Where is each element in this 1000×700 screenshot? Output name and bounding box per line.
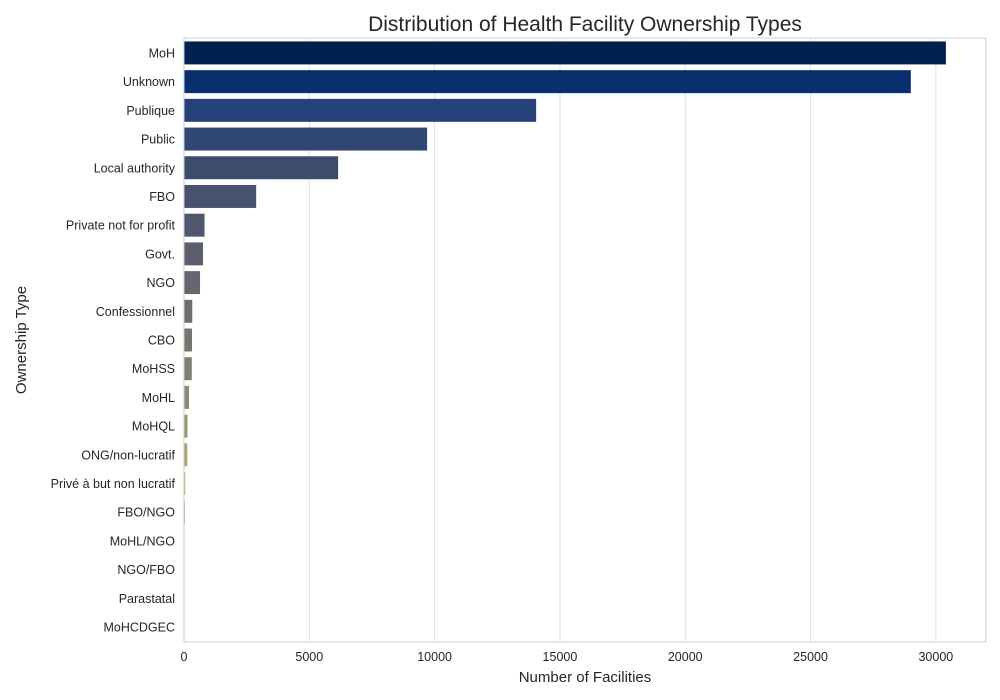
y-tick-label: Confessionnel [96, 305, 175, 319]
y-tick-label: Parastatal [119, 592, 175, 606]
bar [184, 385, 190, 409]
y-tick-label: Publique [126, 104, 175, 118]
y-tick-label: CBO [148, 334, 175, 348]
bar [184, 443, 188, 467]
y-tick-label: MoHCDGEC [103, 621, 175, 635]
chart-title: Distribution of Health Facility Ownershi… [368, 13, 802, 36]
y-tick-label: MoHSS [132, 362, 175, 376]
y-tick-label: NGO [147, 276, 176, 290]
bar [184, 328, 193, 352]
y-tick-label: MoH [149, 46, 175, 60]
bar [184, 242, 204, 266]
y-tick-label: Private not for profit [66, 219, 176, 233]
y-tick-labels: MoH Unknown Publique Public Local authority F… [51, 46, 176, 634]
bar [184, 357, 192, 381]
y-tick-label: Public [141, 133, 175, 147]
y-tick-label: ONG/non-lucratif [81, 448, 175, 462]
y-tick-label: Local authority [94, 161, 176, 175]
y-tick-label: MoHQL [132, 420, 175, 434]
y-tick-label: FBO [149, 190, 175, 204]
x-tick-label: 20000 [668, 650, 703, 664]
y-tick-label: NGO/FBO [117, 563, 175, 577]
bar [184, 70, 911, 94]
y-tick-label: Govt. [145, 247, 175, 261]
y-tick-label: FBO/NGO [117, 506, 175, 520]
x-axis-label: Number of Facilities [519, 669, 652, 686]
bar [184, 127, 428, 151]
bar [184, 271, 201, 295]
x-tick-label: 25000 [793, 650, 828, 664]
bar [184, 156, 339, 180]
bar [184, 41, 946, 65]
x-tick-label: 10000 [417, 650, 452, 664]
y-tick-label: MoHL [142, 391, 175, 405]
x-tick-label: 5000 [295, 650, 323, 664]
bar [184, 299, 193, 323]
bar [184, 98, 537, 122]
y-axis-label: Ownership Type [13, 286, 30, 394]
y-tick-label: Privé à but non lucratif [51, 477, 176, 491]
bar [184, 414, 188, 438]
x-tick-label: 30000 [918, 650, 953, 664]
bar [184, 213, 205, 237]
bar [184, 500, 186, 524]
y-tick-label: MoHL/NGO [110, 534, 176, 548]
x-tick-label: 15000 [543, 650, 578, 664]
y-tick-label: Unknown [123, 75, 175, 89]
bar [184, 184, 257, 208]
x-tick-label: 0 [181, 650, 188, 664]
bars-layer [184, 41, 946, 639]
plot-frame [183, 37, 987, 643]
x-tick-labels: 0 5000 10000 15000 20000 25000 30000 [181, 650, 954, 664]
bar [184, 472, 186, 496]
